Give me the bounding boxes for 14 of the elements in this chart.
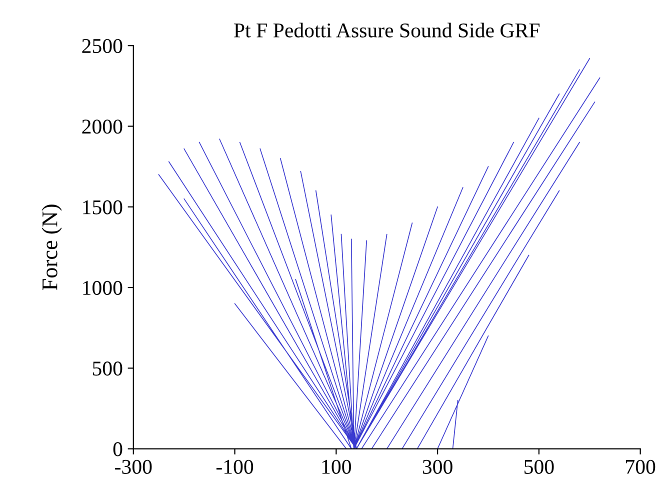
y-tick-label: 2500: [82, 38, 122, 54]
x-tick-label: -300: [115, 460, 152, 474]
x-tick-label: 300: [422, 460, 452, 474]
x-tick-label: 500: [524, 460, 554, 474]
y-tick-label: 1500: [83, 200, 122, 214]
x-tick-label: 700: [626, 460, 656, 474]
chart-title: Pt F Pedotti Assure Sound Side GRF: [234, 22, 540, 38]
x-tick-label: -100: [216, 460, 254, 474]
y-tick-label: 1000: [83, 280, 122, 295]
y-tick-label: 500: [92, 362, 122, 376]
y-axis-title: Force (N): [42, 204, 62, 290]
y-tick-label: 2000: [82, 120, 122, 134]
x-tick-label: 100: [322, 460, 351, 474]
y-tick-label: 0: [113, 442, 122, 456]
